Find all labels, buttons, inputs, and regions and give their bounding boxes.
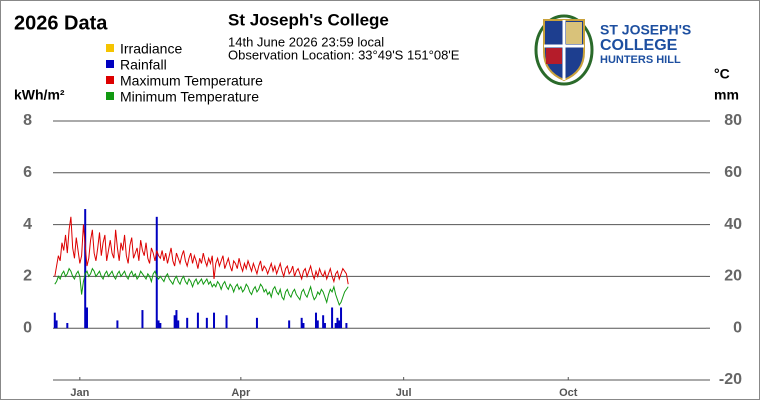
rain-bar: [225, 315, 228, 329]
rain-bar: [331, 307, 334, 329]
rain-bar: [316, 320, 319, 329]
y2-axis-label: mm: [714, 87, 739, 103]
x-tick-label: Apr: [231, 387, 251, 399]
y2-tick-label: 80: [724, 112, 742, 129]
rain-bar: [186, 317, 189, 329]
legend-swatch: [106, 92, 114, 100]
rain-bar: [255, 317, 258, 329]
rain-bar: [157, 320, 160, 329]
series-line: [54, 216, 349, 285]
rain-bar: [141, 310, 144, 329]
y-tick-label: 6: [23, 164, 32, 181]
subtitle: Observation Location: 33°49'S 151°08'E: [228, 47, 460, 62]
rain-bar: [155, 216, 158, 329]
rain-bar: [84, 209, 87, 329]
rain-bar: [334, 323, 337, 329]
logo-cross: [544, 20, 584, 80]
rain-bar: [338, 320, 341, 329]
y2-tick-label: -20: [719, 371, 742, 388]
rain-bar: [300, 317, 303, 329]
rain-bar: [116, 320, 119, 329]
y-tick-label: 2: [23, 268, 32, 285]
chart-title: 2026 Data: [14, 12, 108, 34]
y-tick-label: 0: [23, 319, 32, 336]
series-line: [54, 267, 349, 306]
header: St Joseph's College: [228, 10, 389, 29]
x-tick-label: Jan: [70, 387, 89, 399]
y-tick-label: 8: [23, 112, 32, 129]
legend-label: Rainfall: [120, 57, 167, 73]
logo-quarter: [566, 22, 582, 44]
logo-quarter: [546, 48, 562, 64]
rain-bar: [159, 323, 162, 329]
logo-text: ST JOSEPH'S: [600, 22, 691, 38]
rain-bar: [345, 323, 348, 329]
rain-bar: [177, 320, 180, 329]
rain-bar: [323, 323, 326, 329]
rain-bar: [322, 315, 325, 329]
logo-text: COLLEGE: [600, 37, 678, 54]
rain-bar: [53, 312, 56, 329]
logo-wreath: [534, 14, 594, 86]
y2-axis-label: °C: [714, 66, 730, 82]
y-tick-label: 4: [23, 216, 32, 233]
rain-bar: [288, 320, 291, 329]
logo-text: HUNTERS HILL: [600, 54, 681, 66]
y2-tick-label: 20: [724, 268, 742, 285]
y2-tick-label: 0: [733, 319, 742, 336]
rain-bar: [85, 307, 88, 329]
logo: ST JOSEPH'S COLLEGE HUNTERS HILL: [534, 14, 691, 86]
rain-bar: [314, 312, 317, 329]
rain-bar: [340, 307, 343, 329]
rain-bar: [213, 312, 216, 329]
legend-swatch: [106, 44, 114, 52]
x-tick-label: Oct: [559, 387, 578, 399]
rain-bar: [66, 323, 69, 329]
y2-tick-label: 60: [724, 164, 742, 181]
rain-bar: [55, 320, 58, 329]
x-tick-label: Jul: [396, 387, 412, 399]
legend-label: Maximum Temperature: [120, 73, 263, 89]
legend-swatch: [106, 60, 114, 68]
rain-bar: [175, 310, 178, 329]
y2-tick-label: 40: [724, 216, 742, 233]
legend-label: Minimum Temperature: [120, 89, 259, 105]
legend-label: Irradiance: [120, 41, 182, 57]
rain-bar: [336, 317, 339, 329]
legend-swatch: [106, 76, 114, 84]
rain-bar: [196, 312, 199, 329]
rain-bar: [173, 315, 176, 329]
rain-bar: [302, 323, 305, 329]
rain-bar: [205, 317, 208, 329]
subtitle: 14th June 2026 23:59 local: [228, 34, 384, 49]
y-axis-label: kWh/m²: [14, 87, 65, 103]
